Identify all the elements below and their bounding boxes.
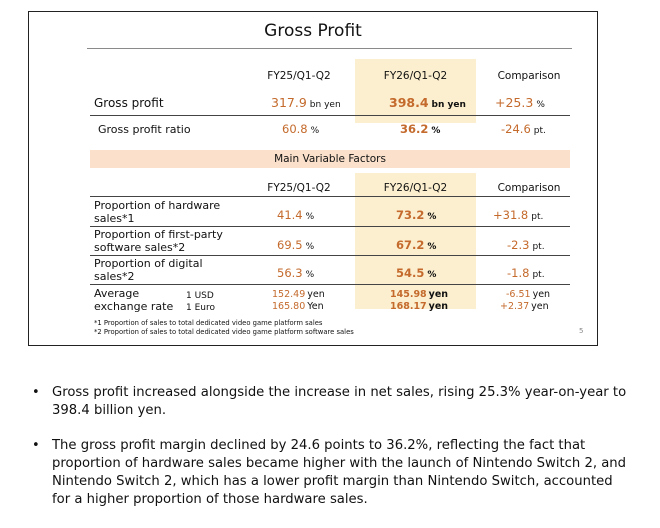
bullet-dot-icon: • [32, 438, 40, 453]
main-variable-factors-band: Main Variable Factors [90, 150, 570, 168]
gross-profit-curr: 398.4 bn yen [389, 95, 466, 110]
euro-rate-prev: 165.80 Yen [272, 301, 324, 312]
bullet-text: Gross profit increased alongside the inc… [52, 385, 627, 418]
factor-first-party-prev: 69.5% [277, 238, 315, 252]
factor-hardware-label: Proportion of hardware sales*1 [94, 199, 221, 225]
factor-hardware-curr: 73.2% [396, 208, 437, 222]
gross-profit-prev: 317.9 bn yen [271, 95, 341, 110]
factor-first-party-diff: -2.3 pt. [507, 238, 545, 252]
row-divider [90, 284, 570, 285]
current-period-highlight-top [355, 59, 476, 123]
factor-first-party-curr: 67.2% [396, 238, 437, 252]
row-divider [90, 255, 570, 256]
euro-label: 1 Euro [186, 303, 215, 313]
factor-digital-prev: 56.3% [277, 266, 315, 280]
commentary-bullets: • Gross profit increased alongside the i… [32, 384, 632, 526]
slide-title: Gross Profit [264, 21, 362, 41]
gross-profit-label: Gross profit [94, 96, 164, 110]
euro-rate-curr: 168.17 yen [390, 301, 449, 312]
usd-rate-diff: -6.51 yen [506, 289, 551, 300]
gross-profit-ratio-label: Gross profit ratio [98, 123, 191, 136]
factors-column-header-curr: FY26/Q1-Q2 [383, 182, 448, 194]
bullet-text: The gross profit margin declined by 24.6… [52, 438, 627, 507]
bullet-item: • The gross profit margin declined by 24… [32, 437, 632, 509]
column-header-curr: FY26/Q1-Q2 [383, 70, 448, 82]
factors-column-header-comparison: Comparison [497, 182, 561, 194]
usd-rate-curr: 145.98 yen [390, 289, 449, 300]
bullet-item: • Gross profit increased alongside the i… [32, 384, 632, 420]
usd-rate-prev: 152.49 yen [272, 289, 325, 300]
euro-rate-diff: +2.37 yen [500, 301, 549, 312]
bullet-dot-icon: • [32, 385, 40, 400]
gross-profit-ratio-prev: 60.8% [282, 122, 320, 136]
factor-digital-label: Proportion of digital sales*2 [94, 257, 203, 283]
row-divider [90, 226, 570, 227]
footnote-1: *1 Proportion of sales to total dedicate… [94, 319, 323, 327]
factor-hardware-diff: +31.8 pt. [493, 208, 544, 222]
footnote-2: *2 Proportion of sales to total dedicate… [94, 328, 354, 336]
title-divider [87, 48, 572, 49]
usd-label: 1 USD [186, 291, 214, 301]
row-divider [90, 115, 570, 116]
exchange-rate-label: Average exchange rate [94, 287, 174, 313]
current-period-highlight-bottom [355, 173, 476, 309]
factor-first-party-label: Proportion of first-party software sales*… [94, 228, 223, 254]
gross-profit-ratio-diff: -24.6 pt. [501, 122, 546, 136]
page-number: 5 [579, 327, 584, 335]
gross-profit-ratio-curr: 36.2% [400, 122, 441, 136]
slide: Gross Profit FY25/Q1-Q2 FY26/Q1-Q2 Compa… [28, 11, 598, 346]
factors-column-header-prev: FY25/Q1-Q2 [267, 182, 331, 194]
factor-hardware-prev: 41.4% [277, 208, 315, 222]
factor-digital-diff: -1.8 pt. [507, 266, 545, 280]
column-header-comparison: Comparison [497, 70, 561, 82]
gross-profit-diff: +25.3% [495, 95, 545, 110]
column-header-prev: FY25/Q1-Q2 [267, 70, 331, 82]
factor-digital-curr: 54.5% [396, 266, 437, 280]
factors-top-divider [90, 196, 570, 197]
